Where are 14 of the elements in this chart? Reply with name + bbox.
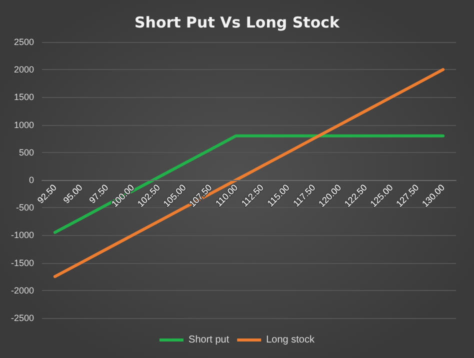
y-tick-label: 2000 bbox=[14, 64, 34, 75]
chart-title: Short Put Vs Long Stock bbox=[134, 14, 341, 32]
y-tick-label: 0 bbox=[28, 175, 34, 185]
y-tick-label: -1500 bbox=[10, 258, 34, 268]
y-tick-label: -2500 bbox=[10, 313, 34, 323]
y-tick-label: -1000 bbox=[10, 230, 34, 240]
y-tick-label: -500 bbox=[16, 202, 34, 213]
y-tick-label: 1500 bbox=[14, 92, 34, 102]
y-tick-label: 1000 bbox=[14, 120, 34, 130]
y-tick-label: 2500 bbox=[14, 37, 34, 47]
y-tick-label: -2000 bbox=[10, 285, 34, 296]
legend-label: Short put bbox=[188, 334, 230, 346]
y-tick-label: 500 bbox=[18, 147, 34, 158]
legend-label: Long stock bbox=[266, 334, 316, 346]
